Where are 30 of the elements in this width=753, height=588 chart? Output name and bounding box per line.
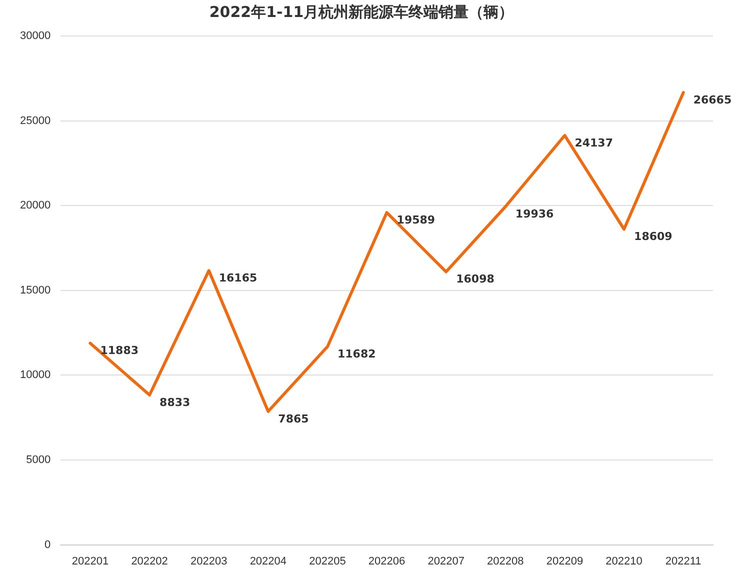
- data-label: 16098: [456, 272, 494, 286]
- x-tick-label: 202209: [546, 555, 584, 568]
- data-label: 26665: [693, 93, 732, 106]
- x-tick-label: 202203: [190, 555, 228, 568]
- y-tick-label: 30000: [20, 30, 51, 42]
- data-label: 7865: [278, 412, 309, 426]
- y-tick-label: 5000: [26, 454, 51, 466]
- y-tick-label: 15000: [20, 284, 51, 296]
- data-label: 19936: [515, 208, 554, 221]
- x-tick-label: 202205: [309, 555, 346, 568]
- x-tick-label: 202211: [665, 555, 702, 568]
- chart-title: 2022年1-11月杭州新能源车终端销量（辆）: [209, 2, 514, 21]
- data-label: 11883: [100, 344, 139, 358]
- y-tick-label: 20000: [20, 200, 51, 212]
- data-label: 16165: [218, 272, 258, 284]
- data-label: 24137: [574, 136, 614, 150]
- data-label: 11682: [337, 348, 376, 361]
- x-tick-label: 202208: [487, 555, 524, 568]
- x-tick-label: 202204: [250, 555, 287, 568]
- data-label: 19589: [396, 213, 436, 226]
- y-tick-label: 25000: [20, 114, 51, 127]
- x-tick-label: 202202: [131, 555, 168, 568]
- x-tick-label: 202201: [72, 555, 109, 568]
- data-label: 18609: [634, 230, 672, 244]
- data-label: 8833: [160, 396, 190, 409]
- x-tick-label: 202207: [428, 555, 464, 568]
- x-tick-label: 202210: [606, 555, 642, 568]
- y-tick-label: 10000: [20, 369, 51, 382]
- x-tick-label: 202206: [368, 555, 406, 568]
- y-tick-label: 0: [44, 538, 51, 551]
